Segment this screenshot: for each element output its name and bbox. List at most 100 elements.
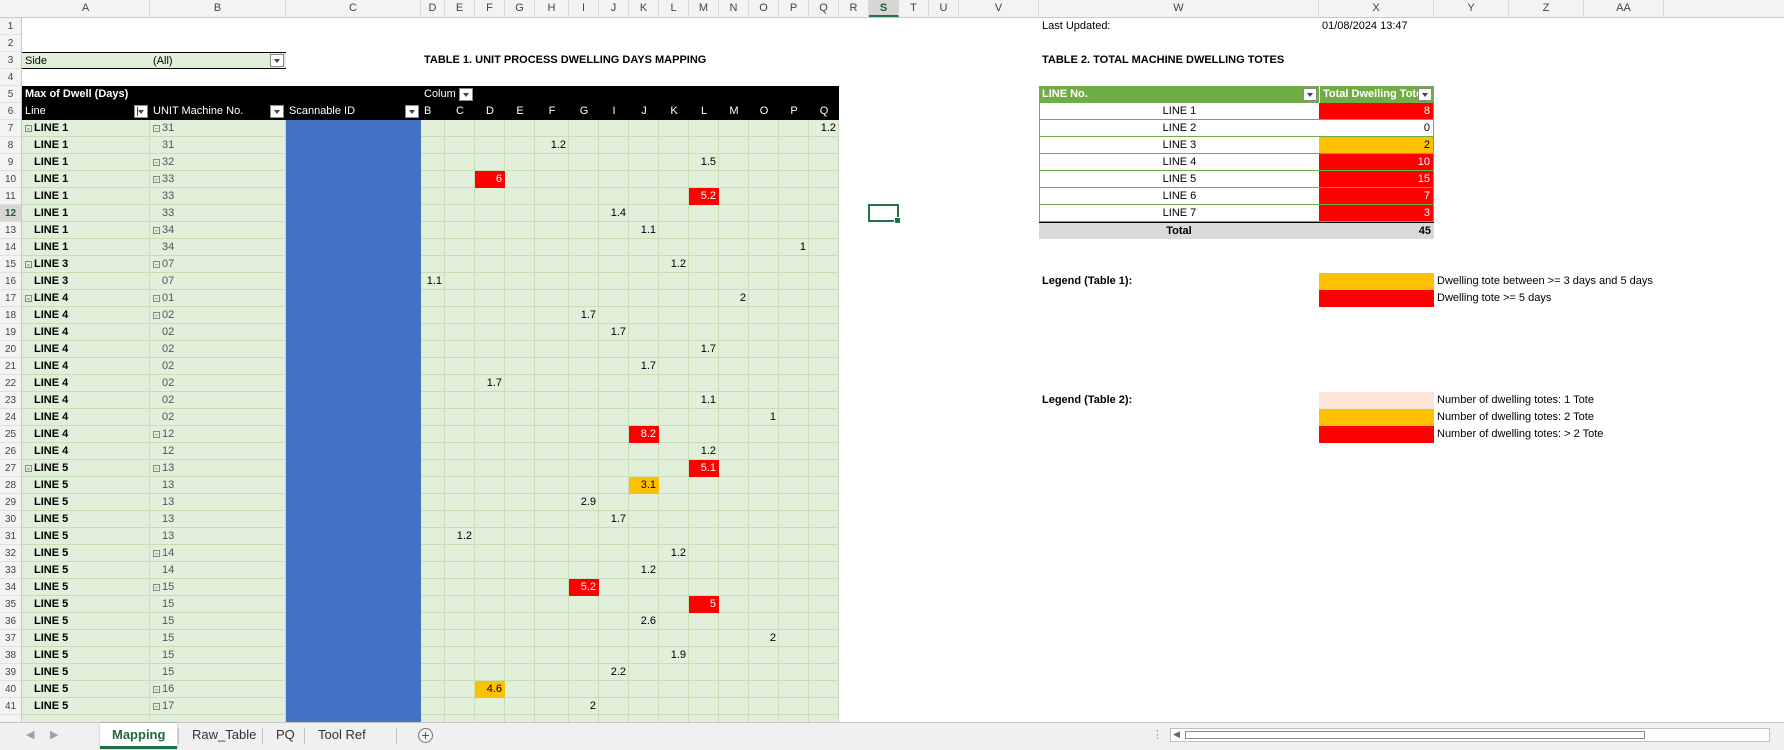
column-header-k[interactable]: K — [629, 0, 659, 17]
pivot-value-cell[interactable]: 2.9 — [580, 496, 596, 508]
row-header-37[interactable]: 37 — [0, 630, 21, 647]
pivot-value-cell[interactable]: 1.7 — [610, 326, 626, 338]
collapse-unit-icon[interactable]: - — [153, 294, 160, 302]
column-header-m[interactable]: M — [689, 0, 719, 17]
column-header-d[interactable]: D — [421, 0, 445, 17]
pivot-unit-cell[interactable]: -12 — [150, 426, 286, 443]
prev-sheet-arrow[interactable]: ◀ — [26, 729, 35, 741]
row-header-18[interactable]: 18 — [0, 307, 21, 324]
pivot-value-cell[interactable]: 3.1 — [629, 477, 659, 494]
collapse-line-icon[interactable]: - — [25, 260, 32, 268]
pivot-value-cell[interactable]: 5.1 — [689, 460, 719, 477]
pivot-unit-cell[interactable]: -17 — [150, 698, 286, 715]
pivot-value-cell[interactable]: 1.7 — [580, 309, 596, 321]
row-header-32[interactable]: 32 — [0, 545, 21, 562]
pivot-unit-cell[interactable]: -31 — [150, 120, 286, 137]
row-header-3[interactable]: 3 — [0, 52, 21, 69]
collapse-unit-icon[interactable]: - — [153, 430, 160, 438]
pivot-value-cell[interactable]: 1.2 — [640, 564, 656, 576]
pivot-line-cell[interactable]: - LINE 3 — [22, 256, 150, 273]
column-header-s[interactable]: S — [869, 0, 899, 17]
pivot-unit-cell[interactable]: -01 — [150, 290, 286, 307]
column-header-a[interactable]: A — [22, 0, 150, 17]
pivot-unit-cell[interactable]: -07 — [150, 256, 286, 273]
row-header-35[interactable]: 35 — [0, 596, 21, 613]
line-filter-button[interactable] — [134, 105, 148, 118]
pivot-value-cell[interactable]: 1.1 — [426, 275, 442, 287]
column-header-t[interactable]: T — [899, 0, 929, 17]
collapse-unit-icon[interactable]: - — [153, 549, 160, 557]
row-header-19[interactable]: 19 — [0, 324, 21, 341]
pivot-line-cell[interactable]: - LINE 5 — [22, 460, 150, 477]
pivot-unit-cell[interactable]: -13 — [150, 460, 286, 477]
row-header-1[interactable]: 1 — [0, 18, 21, 35]
pivot-value-cell[interactable]: 1 — [769, 411, 776, 423]
worksheet-grid[interactable]: Side (All) TABLE 1. UNIT PROCESS DWELLIN… — [22, 18, 1784, 722]
column-header-f[interactable]: F — [475, 0, 505, 17]
collapse-unit-icon[interactable]: - — [153, 464, 160, 472]
collapse-line-icon[interactable]: - — [25, 294, 32, 302]
row-header-24[interactable]: 24 — [0, 409, 21, 426]
scrollbar-thumb[interactable] — [1185, 731, 1645, 739]
row-header-2[interactable]: 2 — [0, 35, 21, 52]
column-header-q[interactable]: Q — [809, 0, 839, 17]
collapse-unit-icon[interactable]: - — [153, 685, 160, 693]
pivot-value-cell[interactable]: 1.7 — [640, 360, 656, 372]
sheet-tab-raw-table[interactable]: Raw_Table — [192, 727, 257, 742]
scroll-left-icon[interactable]: ◀ — [1173, 729, 1180, 739]
table2-total-filter-button[interactable] — [1418, 88, 1432, 101]
collapse-line-icon[interactable]: - — [25, 464, 32, 472]
column-header-j[interactable]: J — [599, 0, 629, 17]
column-header-h[interactable]: H — [535, 0, 569, 17]
pivot-line-cell[interactable]: - LINE 4 — [22, 290, 150, 307]
column-header-c[interactable]: C — [286, 0, 421, 17]
collapse-unit-icon[interactable]: - — [153, 158, 160, 166]
pivot-value-cell[interactable]: 1.5 — [700, 156, 716, 168]
collapse-unit-icon[interactable]: - — [153, 124, 160, 132]
table2-line-filter-button[interactable] — [1303, 88, 1317, 101]
row-header-41[interactable]: 41 — [0, 698, 21, 715]
pivot-unit-cell[interactable]: -15 — [150, 579, 286, 596]
column-header-e[interactable]: E — [445, 0, 475, 17]
row-header-36[interactable]: 36 — [0, 613, 21, 630]
column-header-v[interactable]: V — [959, 0, 1039, 17]
pivot-value-cell[interactable]: 1.1 — [640, 224, 656, 236]
column-header-aa[interactable]: AA — [1584, 0, 1664, 17]
pivot-value-cell[interactable]: 1 — [799, 241, 806, 253]
column-header-b[interactable]: B — [150, 0, 286, 17]
row-header-30[interactable]: 30 — [0, 511, 21, 528]
column-labels-filter-button[interactable] — [459, 88, 473, 101]
pivot-value-cell[interactable]: 1.2 — [820, 122, 836, 134]
collapse-unit-icon[interactable]: - — [153, 311, 160, 319]
pivot-value-cell[interactable]: 1.7 — [610, 513, 626, 525]
collapse-unit-icon[interactable]: - — [153, 583, 160, 591]
row-header-40[interactable]: 40 — [0, 681, 21, 698]
pivot-value-cell[interactable]: 5.2 — [569, 579, 599, 596]
row-header-13[interactable]: 13 — [0, 222, 21, 239]
pivot-unit-cell[interactable]: -34 — [150, 222, 286, 239]
row-header-21[interactable]: 21 — [0, 358, 21, 375]
pivot-unit-cell[interactable]: -14 — [150, 545, 286, 562]
row-header-15[interactable]: 15 — [0, 256, 21, 273]
pivot-value-cell[interactable]: 4.6 — [475, 681, 505, 698]
row-header-14[interactable]: 14 — [0, 239, 21, 256]
column-header-u[interactable]: U — [929, 0, 959, 17]
next-sheet-arrow[interactable]: ▶ — [50, 729, 59, 741]
row-header-10[interactable]: 10 — [0, 171, 21, 188]
pivot-unit-cell[interactable]: -02 — [150, 307, 286, 324]
pivot-unit-cell[interactable]: -33 — [150, 171, 286, 188]
column-header-g[interactable]: G — [505, 0, 535, 17]
pivot-line-cell[interactable]: - LINE 1 — [22, 120, 150, 137]
pivot-value-cell[interactable]: 1.2 — [670, 258, 686, 270]
row-header-9[interactable]: 9 — [0, 154, 21, 171]
column-header-p[interactable]: P — [779, 0, 809, 17]
column-header-r[interactable]: R — [839, 0, 869, 17]
tab-split-handle-icon[interactable]: ⋮ — [1152, 729, 1163, 741]
row-header-28[interactable]: 28 — [0, 477, 21, 494]
row-header-33[interactable]: 33 — [0, 562, 21, 579]
row-header-34[interactable]: 34 — [0, 579, 21, 596]
column-header-o[interactable]: O — [749, 0, 779, 17]
sheet-tab-mapping[interactable]: Mapping — [100, 723, 178, 749]
pivot-unit-cell[interactable]: -16 — [150, 681, 286, 698]
horizontal-scrollbar[interactable]: ◀ — [1170, 728, 1770, 742]
